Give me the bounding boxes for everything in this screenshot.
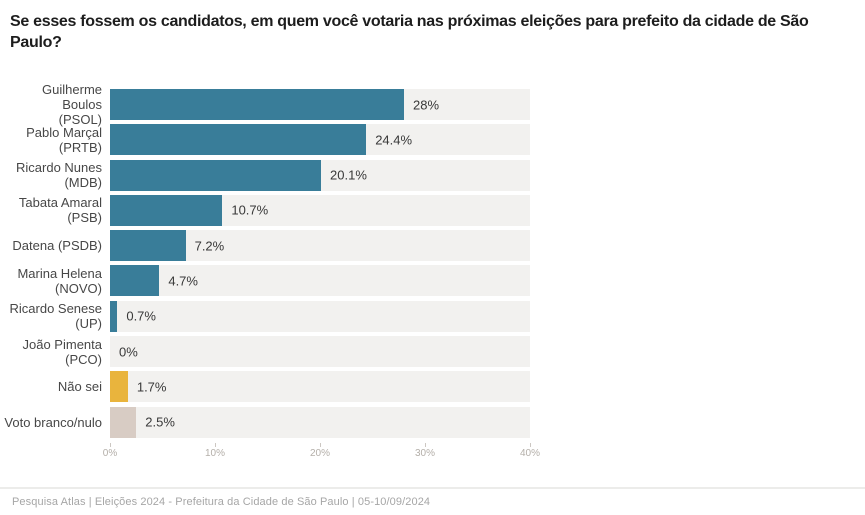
category-label-line: Pablo Marçal (PRTB) [26, 124, 102, 155]
value-label: 28% [413, 97, 440, 112]
chart-row: Tabata Amaral (PSB) 10.7% [0, 194, 530, 226]
bar-track: 1.7% [110, 371, 530, 403]
value-label: 4.7% [168, 273, 198, 289]
category-label: João Pimenta (PCO) [0, 336, 110, 367]
category-label: Datena (PSDB) [0, 230, 110, 261]
category-label-line: Tabata Amaral (PSB) [18, 195, 102, 226]
category-label: Ricardo Nunes (MDB) [0, 160, 110, 191]
category-label-line: João Pimenta (PCO) [22, 336, 103, 367]
bar [110, 89, 404, 120]
bar-track: 20.1% [110, 159, 530, 191]
chart-rows: Guilherme Boulos (PSOL) 28% Pablo Marçal (P… [0, 82, 530, 438]
bar-track: 4.7% [110, 265, 530, 297]
category-label-line: (PSOL) [58, 112, 102, 127]
axis-tick-mark [424, 443, 426, 447]
category-label: Pablo Marçal (PRTB) [0, 124, 110, 155]
category-label: Tabata Amaral (PSB) [0, 195, 110, 226]
value-label: 10.7% [231, 202, 269, 218]
bar [110, 159, 322, 191]
bar-track: 2.5% [110, 406, 530, 438]
bar [110, 300, 118, 332]
category-label-line: Ricardo Nunes [16, 160, 102, 176]
bar [110, 371, 128, 403]
chart-row: Datena (PSDB) 7.2% [0, 230, 530, 262]
axis-tick-label: 40% [519, 448, 541, 459]
category-label-line: Voto branco/nulo [4, 414, 102, 430]
category-label-line: Não sei [57, 379, 102, 395]
value-label: 0.7% [126, 308, 156, 324]
category-label-line: Datena (PSDB) [12, 238, 102, 254]
category-label-line: Ricardo Senese (UP) [9, 301, 103, 332]
axis-tick-mark [109, 443, 111, 447]
axis-tick-mark [529, 443, 531, 447]
footer-source: Pesquisa Atlas | Eleições 2024 - Prefeit… [12, 496, 431, 508]
category-label-line: (MDB) [64, 175, 102, 191]
axis-tick-label: 10% [204, 448, 226, 459]
category-label: Marina Helena (NOVO) [0, 265, 110, 296]
category-label-line: Guilherme Boulos [42, 82, 102, 112]
bar-track: 10.7% [110, 194, 530, 226]
chart-row: Pablo Marçal (PRTB) 24.4% [0, 124, 530, 156]
chart-row: Não sei 1.7% [0, 371, 530, 403]
axis-tick-label: 30% [414, 448, 436, 459]
chart-row: Ricardo Senese (UP) 0.7% [0, 300, 530, 332]
bar [110, 265, 160, 297]
category-label-line: (NOVO) [55, 280, 102, 296]
category-label: Voto branco/nulo [0, 407, 110, 438]
category-label: Não sei [0, 371, 110, 402]
category-label-line: Marina Helena [17, 265, 102, 281]
chart-row: Ricardo Nunes (MDB) 20.1% [0, 159, 530, 191]
axis-tick-label: 0% [102, 448, 118, 459]
category-label: Guilherme Boulos (PSOL) [0, 82, 110, 127]
chart-row: Voto branco/nulo 2.5% [0, 406, 530, 438]
chart-row: Marina Helena (NOVO) 4.7% [0, 265, 530, 297]
value-label: 24.4% [375, 132, 413, 148]
chart-row: Guilherme Boulos (PSOL) 28% [0, 82, 530, 127]
value-label: 2.5% [145, 414, 175, 430]
value-label: 1.7% [136, 379, 167, 395]
bar-track: 0.7% [110, 300, 530, 332]
value-label: 7.2% [194, 238, 225, 254]
axis-tick-mark [214, 443, 216, 447]
bar [110, 194, 223, 226]
bar-track: 28% [110, 89, 530, 120]
bar-track: 24.4% [110, 124, 530, 156]
value-label: 20.1% [330, 167, 367, 183]
page-title: Se esses fossem os candidatos, em quem v… [10, 13, 809, 51]
x-axis: 0% 10% 20% 30% 40% [103, 438, 540, 464]
value-label: 0% [119, 344, 138, 360]
category-label: Ricardo Senese (UP) [0, 301, 110, 332]
footer-divider [0, 487, 865, 489]
axis-tick-mark [319, 443, 321, 447]
axis-tick-label: 20% [309, 448, 331, 459]
bar [110, 230, 186, 262]
bar-track: 7.2% [110, 230, 530, 262]
bar-track: 0% [110, 336, 530, 368]
bar [110, 124, 367, 156]
bar [110, 406, 137, 438]
chart-row: João Pimenta (PCO) 0% [0, 336, 530, 368]
